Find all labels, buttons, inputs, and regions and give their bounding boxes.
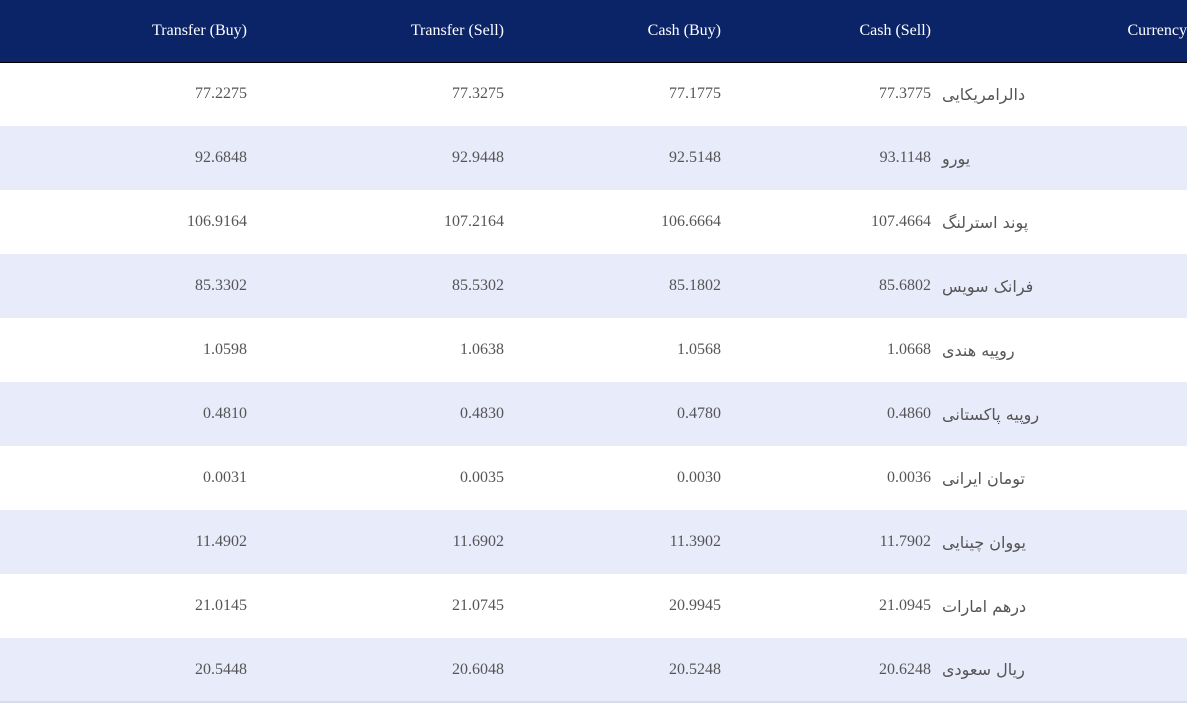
cell-transfer-sell: 11.6902 (258, 510, 515, 574)
header-cash-sell: Cash (Sell) (732, 0, 942, 63)
table-row: 20.5448 20.6048 20.5248 20.6248 ریال سعودی (0, 638, 1187, 703)
cell-cash-sell: 107.4664 (732, 190, 942, 254)
cell-cash-sell: 21.0945 (732, 574, 942, 638)
currency-name: درهم امارات (942, 596, 1027, 616)
header-transfer-buy: Transfer (Buy) (0, 0, 258, 63)
cell-currency: تومان ایرانی (942, 446, 1187, 510)
cell-cash-buy: 20.5248 (515, 638, 732, 703)
cell-cash-buy: 106.6664 (515, 190, 732, 254)
table-row: 0.0031 0.0035 0.0030 0.0036 تومان ایرانی (0, 446, 1187, 510)
header-transfer-sell: Transfer (Sell) (258, 0, 515, 63)
cell-cash-sell: 11.7902 (732, 510, 942, 574)
currency-name: دالرامریکایی (942, 84, 1026, 104)
cell-transfer-sell: 20.6048 (258, 638, 515, 703)
cell-transfer-buy: 0.0031 (0, 446, 258, 510)
cell-cash-buy: 92.5148 (515, 126, 732, 190)
cell-cash-sell: 1.0668 (732, 318, 942, 382)
cell-currency: یورو (942, 126, 1187, 190)
cell-currency: روپیه پاکستانی (942, 382, 1187, 446)
cell-cash-sell: 77.3775 (732, 62, 942, 126)
cell-cash-buy: 85.1802 (515, 254, 732, 318)
cell-transfer-sell: 92.9448 (258, 126, 515, 190)
table-body: 77.2275 77.3275 77.1775 77.3775 دالرامریکایی… (0, 62, 1187, 703)
table-row: 0.4810 0.4830 0.4780 0.4860 روپیه پاکستانی (0, 382, 1187, 446)
cell-currency: ریال سعودی (942, 638, 1187, 703)
header-row: Transfer (Buy) Transfer (Sell) Cash (Buy… (0, 0, 1187, 63)
cell-currency: فرانک سویس (942, 254, 1187, 318)
cell-transfer-buy: 20.5448 (0, 638, 258, 703)
cell-transfer-buy: 1.0598 (0, 318, 258, 382)
cell-transfer-sell: 0.0035 (258, 446, 515, 510)
currency-name: روپیه هندی (942, 340, 1015, 360)
cell-cash-buy: 1.0568 (515, 318, 732, 382)
cell-currency: روپیه هندی (942, 318, 1187, 382)
cell-transfer-sell: 0.4830 (258, 382, 515, 446)
cell-cash-sell: 85.6802 (732, 254, 942, 318)
cell-transfer-buy: 85.3302 (0, 254, 258, 318)
cell-cash-sell: 0.4860 (732, 382, 942, 446)
cell-cash-buy: 20.9945 (515, 574, 732, 638)
cell-transfer-sell: 107.2164 (258, 190, 515, 254)
cell-cash-buy: 77.1775 (515, 62, 732, 126)
cell-currency: پوند استرلنگ (942, 190, 1187, 254)
table-row: 106.9164 107.2164 106.6664 107.4664 پوند است… (0, 190, 1187, 254)
table-row: 92.6848 92.9448 92.5148 93.1148 یورو (0, 126, 1187, 190)
cell-transfer-buy: 11.4902 (0, 510, 258, 574)
table-row: 1.0598 1.0638 1.0568 1.0668 روپیه هندی (0, 318, 1187, 382)
cell-transfer-buy: 0.4810 (0, 382, 258, 446)
currency-name: تومان ایرانی (942, 468, 1025, 488)
currency-name: یووان چینایی (942, 532, 1026, 552)
cell-cash-sell: 20.6248 (732, 638, 942, 703)
currency-name: یورو (942, 148, 971, 168)
cell-cash-sell: 0.0036 (732, 446, 942, 510)
currency-name: فرانک سویس (942, 276, 1034, 296)
cell-transfer-sell: 1.0638 (258, 318, 515, 382)
table-row: 77.2275 77.3275 77.1775 77.3775 دالرامریکایی (0, 62, 1187, 126)
cell-currency: درهم امارات (942, 574, 1187, 638)
table-row: 21.0145 21.0745 20.9945 21.0945 درهم امارات (0, 574, 1187, 638)
table-row: 85.3302 85.5302 85.1802 85.6802 فرانک سویس (0, 254, 1187, 318)
cell-currency: یووان چینایی (942, 510, 1187, 574)
currency-name: پوند استرلنگ (942, 212, 1029, 232)
cell-transfer-sell: 77.3275 (258, 62, 515, 126)
header-currency: Currency (942, 0, 1187, 63)
cell-transfer-sell: 85.5302 (258, 254, 515, 318)
currency-name: ریال سعودی (942, 660, 1025, 679)
table-row: 11.4902 11.6902 11.3902 11.7902 یووان چینایی (0, 510, 1187, 574)
cell-transfer-buy: 77.2275 (0, 62, 258, 126)
cell-transfer-buy: 106.9164 (0, 190, 258, 254)
cell-transfer-buy: 21.0145 (0, 574, 258, 638)
cell-cash-buy: 11.3902 (515, 510, 732, 574)
cell-cash-sell: 93.1148 (732, 126, 942, 190)
currency-name: روپیه پاکستانی (942, 404, 1040, 424)
table-header: Transfer (Buy) Transfer (Sell) Cash (Buy… (0, 0, 1187, 63)
cell-currency: دالرامریکایی (942, 62, 1187, 126)
cell-transfer-buy: 92.6848 (0, 126, 258, 190)
cell-cash-buy: 0.0030 (515, 446, 732, 510)
header-cash-buy: Cash (Buy) (515, 0, 732, 63)
cell-cash-buy: 0.4780 (515, 382, 732, 446)
cell-transfer-sell: 21.0745 (258, 574, 515, 638)
